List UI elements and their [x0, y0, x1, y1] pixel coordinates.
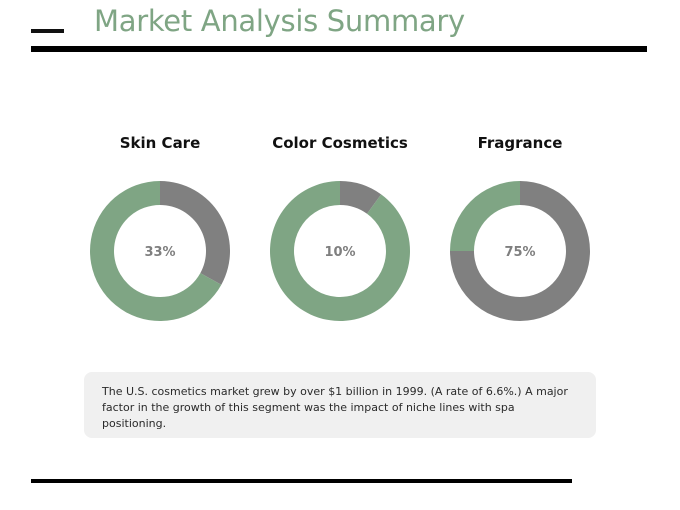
bottom-rule [31, 479, 572, 483]
page-title: Market Analysis Summary [94, 4, 465, 38]
top-rule [31, 46, 647, 52]
donut-svg: 10% [270, 181, 410, 321]
donut-chart-skin-care: 33% [89, 180, 231, 322]
donut-slice-0 [450, 181, 590, 321]
donut-slice-1 [90, 181, 222, 321]
donut-svg: 33% [90, 181, 230, 321]
donut-slice-1 [450, 181, 520, 251]
donut-label: 75% [504, 245, 535, 260]
donut-svg: 75% [450, 181, 590, 321]
chart-title-fragrance: Fragrance [477, 134, 563, 152]
donut-slice-1 [270, 181, 410, 321]
summary-note-text: The U.S. cosmetics market grew by over $… [102, 385, 568, 430]
donut-label: 33% [144, 245, 175, 260]
donut-chart-fragrance: 75% [449, 180, 591, 322]
chart-title-skin-care: Skin Care [119, 134, 201, 152]
donut-chart-color-cosmetics: 10% [269, 180, 411, 322]
summary-note: The U.S. cosmetics market grew by over $… [84, 372, 596, 438]
chart-title-color-cosmetics: Color Cosmetics [272, 134, 408, 152]
donut-label: 10% [324, 245, 355, 260]
title-dash [31, 29, 64, 33]
donut-slice-0 [160, 181, 230, 285]
donut-slice-0 [340, 181, 382, 214]
